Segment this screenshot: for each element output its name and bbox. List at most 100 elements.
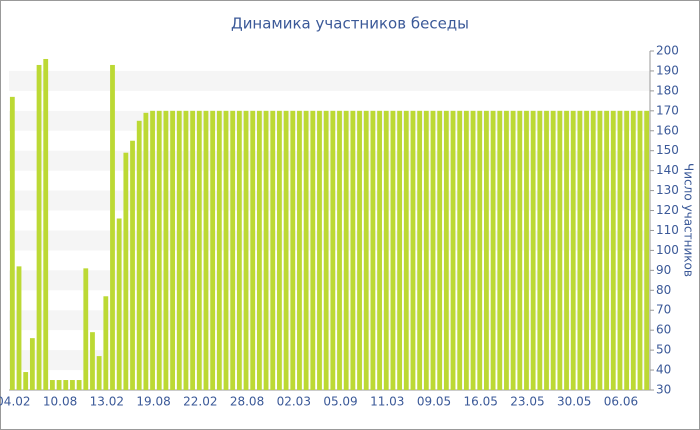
bar	[210, 110, 216, 390]
bar	[490, 110, 496, 390]
bar	[604, 110, 610, 390]
y-tick-label: 80	[656, 283, 671, 297]
bar	[170, 110, 175, 390]
y-tick-label: 140	[656, 163, 679, 177]
bar	[29, 338, 35, 390]
x-tick-label: 04.02	[0, 395, 31, 409]
grid-band	[9, 350, 650, 371]
bar	[484, 110, 489, 390]
bar	[383, 110, 389, 390]
grid-band	[9, 310, 650, 331]
bar	[610, 110, 616, 390]
bar	[430, 110, 436, 390]
y-tick-label: 30	[656, 383, 671, 397]
grid-band	[9, 70, 650, 91]
grid-band	[9, 190, 650, 211]
x-tick-label: 19.08	[136, 395, 170, 409]
bar	[564, 110, 569, 390]
x-tick-label: 11.03	[370, 395, 404, 409]
bar	[317, 110, 322, 390]
bar	[450, 110, 456, 390]
bar	[477, 110, 483, 390]
bar	[270, 110, 276, 390]
bar	[143, 112, 149, 390]
bar	[323, 110, 329, 390]
x-tick-label: 02.03	[277, 395, 311, 409]
bar	[136, 120, 142, 390]
x-tick-label: 23.05	[510, 395, 544, 409]
x-tick-label: 30.05	[557, 395, 591, 409]
bar	[370, 110, 376, 390]
bar	[590, 110, 596, 390]
bar	[130, 140, 135, 390]
y-tick-label: 120	[656, 203, 679, 217]
bar	[417, 110, 423, 390]
bar	[530, 110, 536, 390]
bar	[570, 110, 576, 390]
y-tick-label: 50	[656, 343, 671, 357]
bar	[203, 110, 209, 390]
bar	[537, 110, 543, 390]
bar	[470, 110, 476, 390]
bar	[49, 380, 55, 390]
x-tick-label: 05.09	[323, 395, 357, 409]
bar	[437, 110, 443, 390]
x-tick-label: 16.05	[464, 395, 498, 409]
bar	[457, 110, 463, 390]
bar	[196, 110, 202, 390]
bar	[524, 110, 529, 390]
y-tick-label: 130	[656, 183, 679, 197]
y-tick-label: 90	[656, 263, 671, 277]
y-tick-label: 40	[656, 363, 671, 377]
bar	[297, 110, 302, 390]
bar	[557, 110, 563, 390]
bar	[644, 110, 650, 390]
bar	[630, 110, 636, 390]
grid-band	[9, 110, 650, 131]
bar	[103, 296, 109, 390]
bar	[76, 380, 82, 390]
bar	[617, 110, 623, 390]
bar	[363, 110, 369, 390]
bar	[43, 58, 49, 390]
bar	[550, 110, 556, 390]
bar	[123, 152, 129, 390]
bar	[403, 110, 409, 390]
bar	[337, 110, 342, 390]
y-tick-label: 110	[656, 223, 679, 237]
bar	[330, 110, 336, 390]
chart-title: Динамика участников беседы	[231, 15, 469, 33]
y-tick-label: 180	[656, 83, 679, 97]
bar	[176, 110, 182, 390]
x-tick-label: 13.02	[90, 395, 124, 409]
bar	[283, 110, 289, 390]
y-tick-label: 150	[656, 143, 679, 157]
bar	[397, 110, 403, 390]
bar	[230, 110, 236, 390]
bar	[83, 268, 89, 390]
bar	[463, 110, 469, 390]
bar	[290, 110, 296, 390]
bar	[250, 110, 256, 390]
bar	[423, 110, 429, 390]
bar	[390, 110, 396, 390]
grid-band	[9, 270, 650, 291]
y-tick-label: 70	[656, 303, 671, 317]
bar	[16, 266, 22, 390]
bar	[150, 110, 155, 390]
bar	[223, 110, 229, 390]
bar	[70, 380, 75, 390]
y-tick-label: 100	[656, 243, 679, 257]
x-tick-label: 10.08	[43, 395, 77, 409]
bar	[310, 110, 316, 390]
bar	[357, 110, 362, 390]
bar	[443, 110, 449, 390]
y-tick-label: 190	[656, 63, 679, 77]
bar	[9, 96, 15, 390]
y-tick-label: 60	[656, 323, 671, 337]
y-tick-label: 170	[656, 103, 679, 117]
x-tick-label: 28.08	[230, 395, 264, 409]
bar	[216, 110, 222, 390]
bar	[190, 110, 196, 390]
